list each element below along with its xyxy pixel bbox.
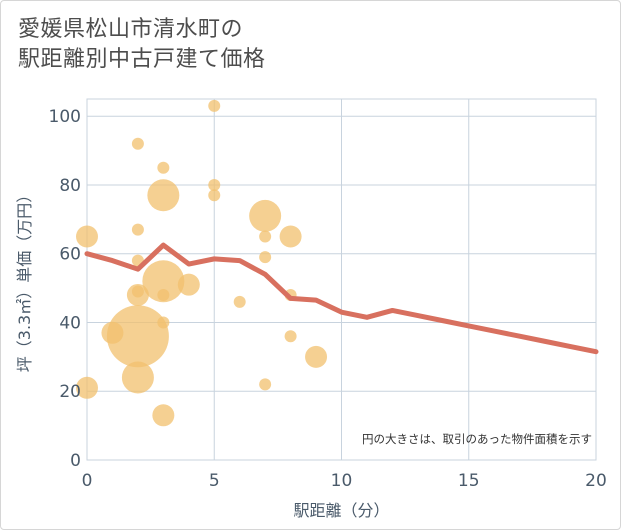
y-tick-label: 20 — [59, 382, 81, 402]
bubble-point — [208, 99, 221, 112]
bubble-point — [131, 137, 144, 150]
bubble-point — [305, 345, 328, 368]
x-tick-label: 0 — [82, 471, 93, 491]
bubble-point — [157, 316, 170, 329]
y-tick-label: 0 — [70, 451, 81, 471]
bubble-point — [249, 199, 282, 232]
bubble-point — [131, 223, 144, 236]
bubble-point — [121, 361, 154, 394]
bubble-point — [284, 330, 297, 343]
bubble-point — [76, 225, 98, 248]
bubble-point — [259, 251, 272, 264]
bubble-point — [147, 179, 180, 212]
bubble-point — [157, 288, 170, 301]
y-tick-label: 100 — [49, 107, 81, 127]
average-price-line — [84, 242, 599, 355]
y-axis-title: 坪（3.3㎡）単価（万円） — [15, 187, 34, 372]
y-tick-label: 80 — [59, 176, 81, 196]
x-axis-title: 駅距離（分） — [293, 501, 389, 520]
y-tick-label: 40 — [59, 313, 81, 333]
bubble-point — [259, 230, 272, 243]
x-tick-label: 10 — [331, 471, 353, 491]
bubble-point — [208, 178, 221, 191]
bubble-point — [177, 273, 200, 296]
y-tick-label: 60 — [59, 245, 81, 265]
bubble-point — [279, 225, 302, 248]
bubble-point — [208, 189, 221, 202]
x-tick-label: 20 — [585, 471, 607, 491]
bubble-point — [76, 376, 98, 399]
x-tick-label: 5 — [209, 471, 220, 491]
bubble-point — [142, 260, 185, 303]
bubble-point — [152, 404, 175, 427]
bubble-size-note: 円の大きさは、取引のあった物件面積を示す — [362, 432, 592, 446]
bubble-point — [106, 305, 169, 368]
chart-title-line-1: 愛媛県松山市清水町の — [18, 17, 244, 42]
bubble-point — [259, 378, 272, 391]
x-tick-label: 15 — [458, 471, 480, 491]
chart-title: 愛媛県松山市清水町の 駅距離別中古戸建て価格 — [18, 15, 266, 75]
bubble-point — [126, 283, 149, 306]
chart-title-line-2: 駅距離別中古戸建て価格 — [18, 47, 266, 72]
bubble-point — [233, 295, 246, 308]
bubble-point — [157, 161, 170, 174]
bubble-series — [76, 99, 328, 427]
